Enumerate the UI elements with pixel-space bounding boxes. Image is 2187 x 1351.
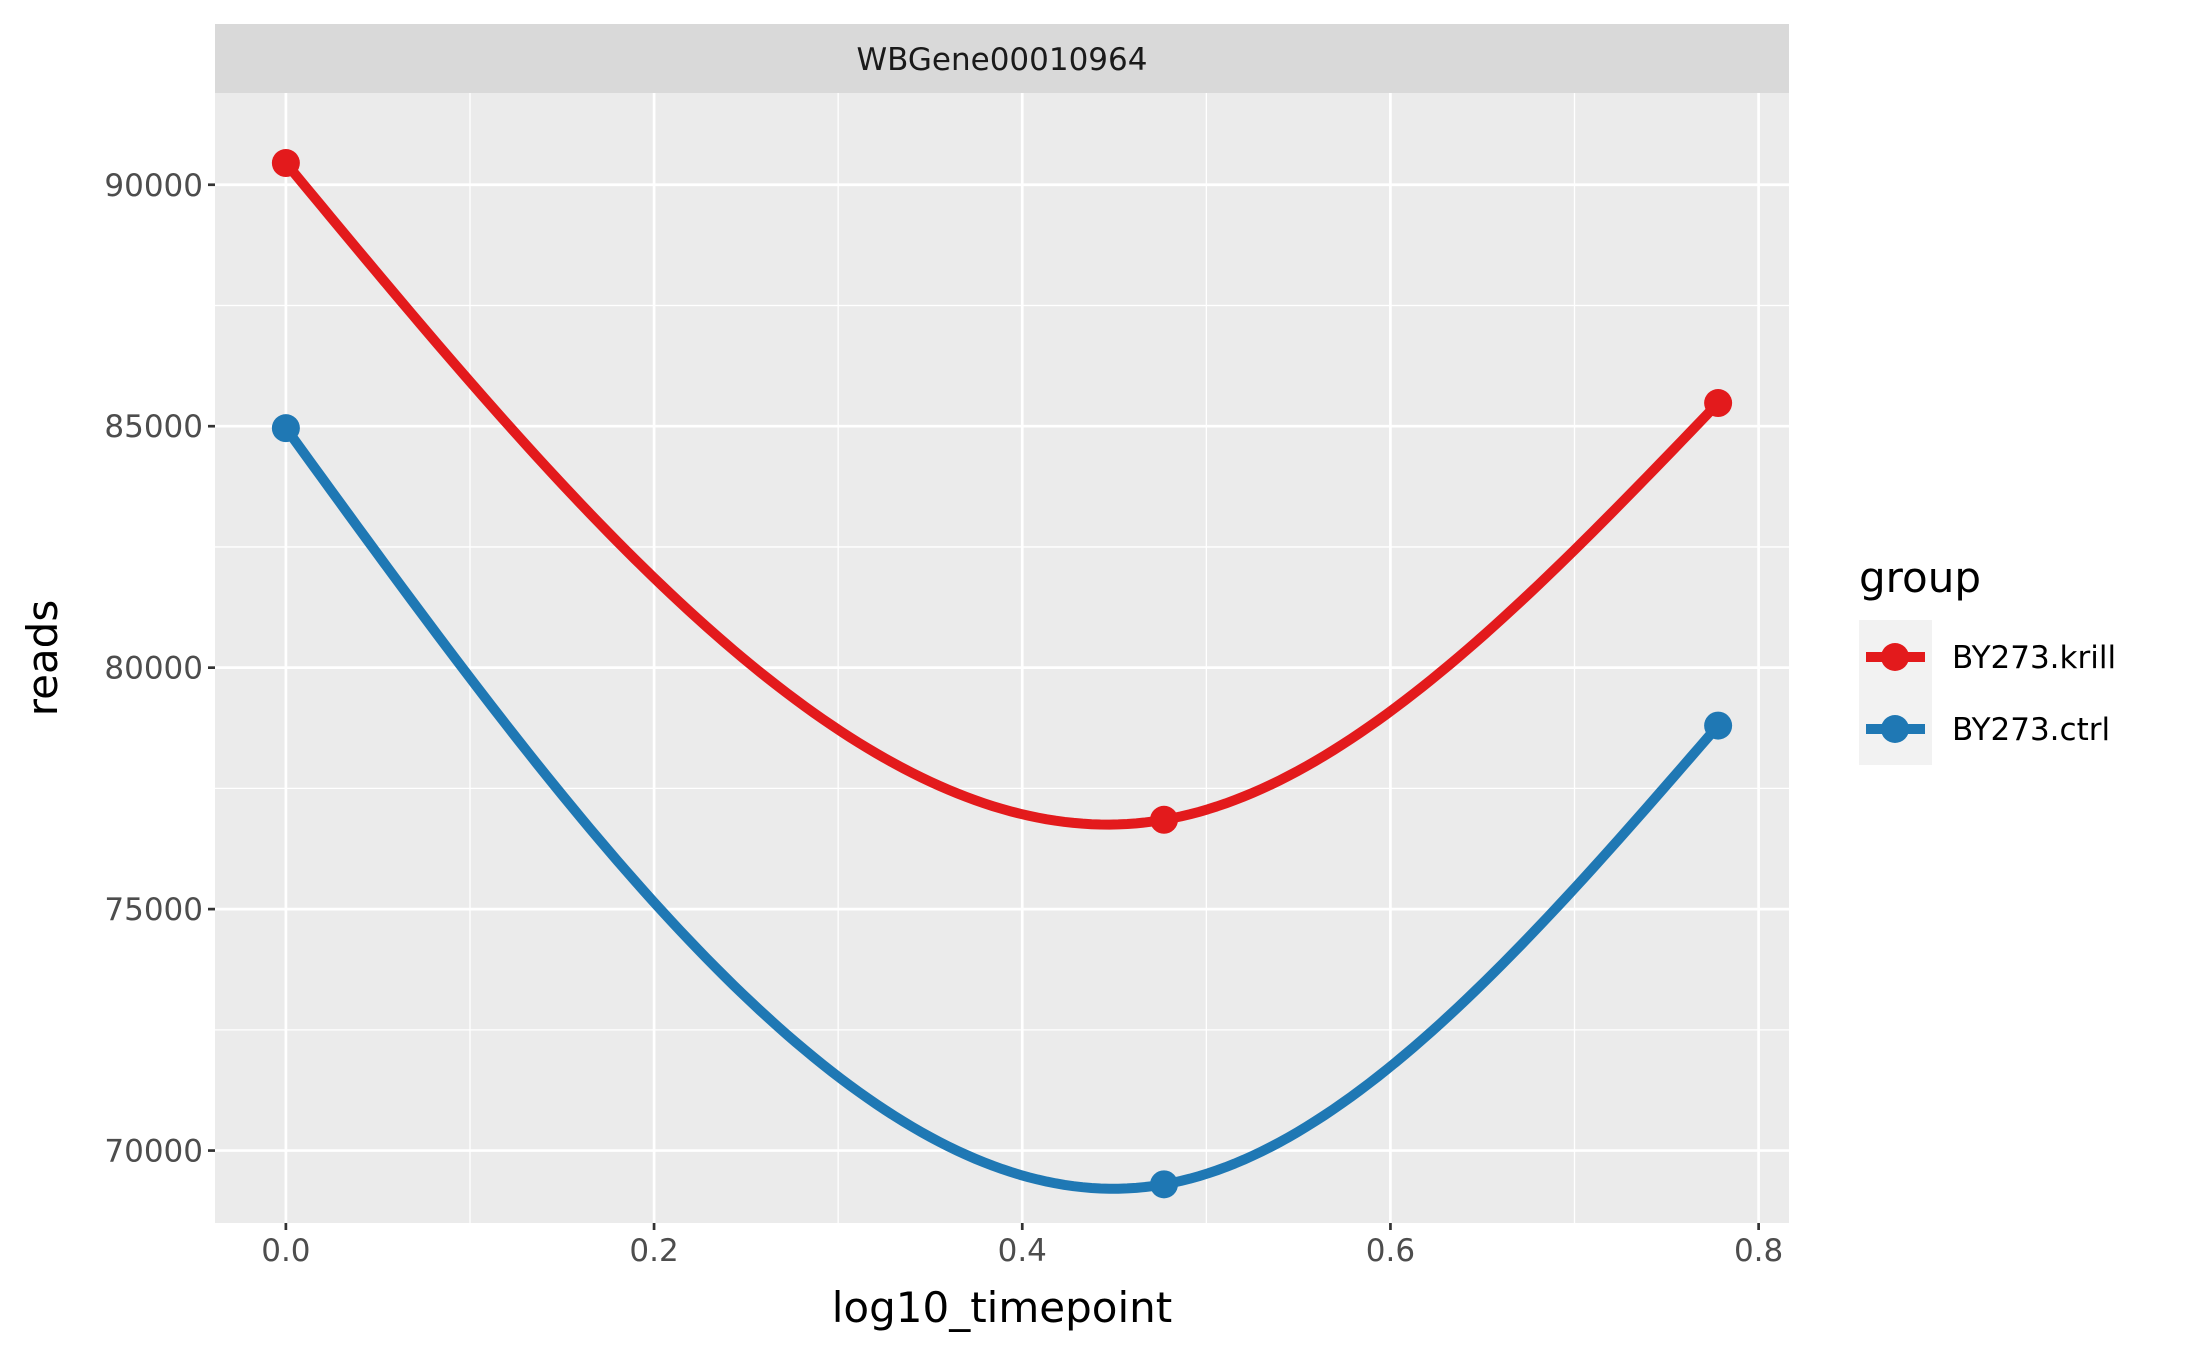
- x-axis: 0.0 0.2 0.4 0.6 0.8: [261, 1223, 1783, 1269]
- series-line: [282, 159, 1722, 830]
- legend: group BY273.krill BY273.ctrl: [1859, 553, 2116, 765]
- x-tick-label: 0.2: [629, 1233, 678, 1269]
- x-tick-label: 0.8: [1734, 1233, 1783, 1269]
- y-tick-label: 70000: [104, 1134, 203, 1170]
- y-tick-label: 85000: [104, 409, 203, 445]
- facet-title: WBGene00010964: [857, 42, 1148, 78]
- x-tick-label: 0.4: [998, 1233, 1047, 1269]
- legend-label: BY273.ctrl: [1952, 712, 2110, 748]
- legend-key-point: [1881, 643, 1909, 671]
- data-point: [271, 149, 300, 178]
- data-point: [1704, 389, 1733, 418]
- y-tick-label: 75000: [104, 892, 203, 928]
- series-lines: [281, 159, 1722, 1194]
- panel-background: [215, 93, 1789, 1223]
- data-point: [271, 414, 300, 443]
- legend-key-point: [1881, 715, 1909, 743]
- y-tick-label: 90000: [104, 168, 203, 204]
- major-gridlines: [215, 93, 1789, 1223]
- facet-strip: [215, 24, 1789, 93]
- data-point: [1150, 1170, 1179, 1199]
- y-axis-title: reads: [18, 600, 67, 716]
- data-point: [1704, 711, 1733, 740]
- minor-gridlines: [215, 93, 1789, 1223]
- series-line: [281, 425, 1722, 1194]
- legend-label: BY273.krill: [1952, 640, 2116, 676]
- legend-key-background: [1859, 620, 1932, 765]
- legend-title: group: [1859, 553, 1981, 602]
- x-tick-label: 0.6: [1366, 1233, 1415, 1269]
- y-tick-label: 80000: [104, 651, 203, 687]
- x-tick-label: 0.0: [261, 1233, 310, 1269]
- series-points: [271, 149, 1733, 1199]
- x-axis-title: log10_timepoint: [832, 1283, 1172, 1332]
- data-point: [1150, 805, 1179, 834]
- y-axis: 70000 75000 80000 85000 90000: [104, 168, 215, 1170]
